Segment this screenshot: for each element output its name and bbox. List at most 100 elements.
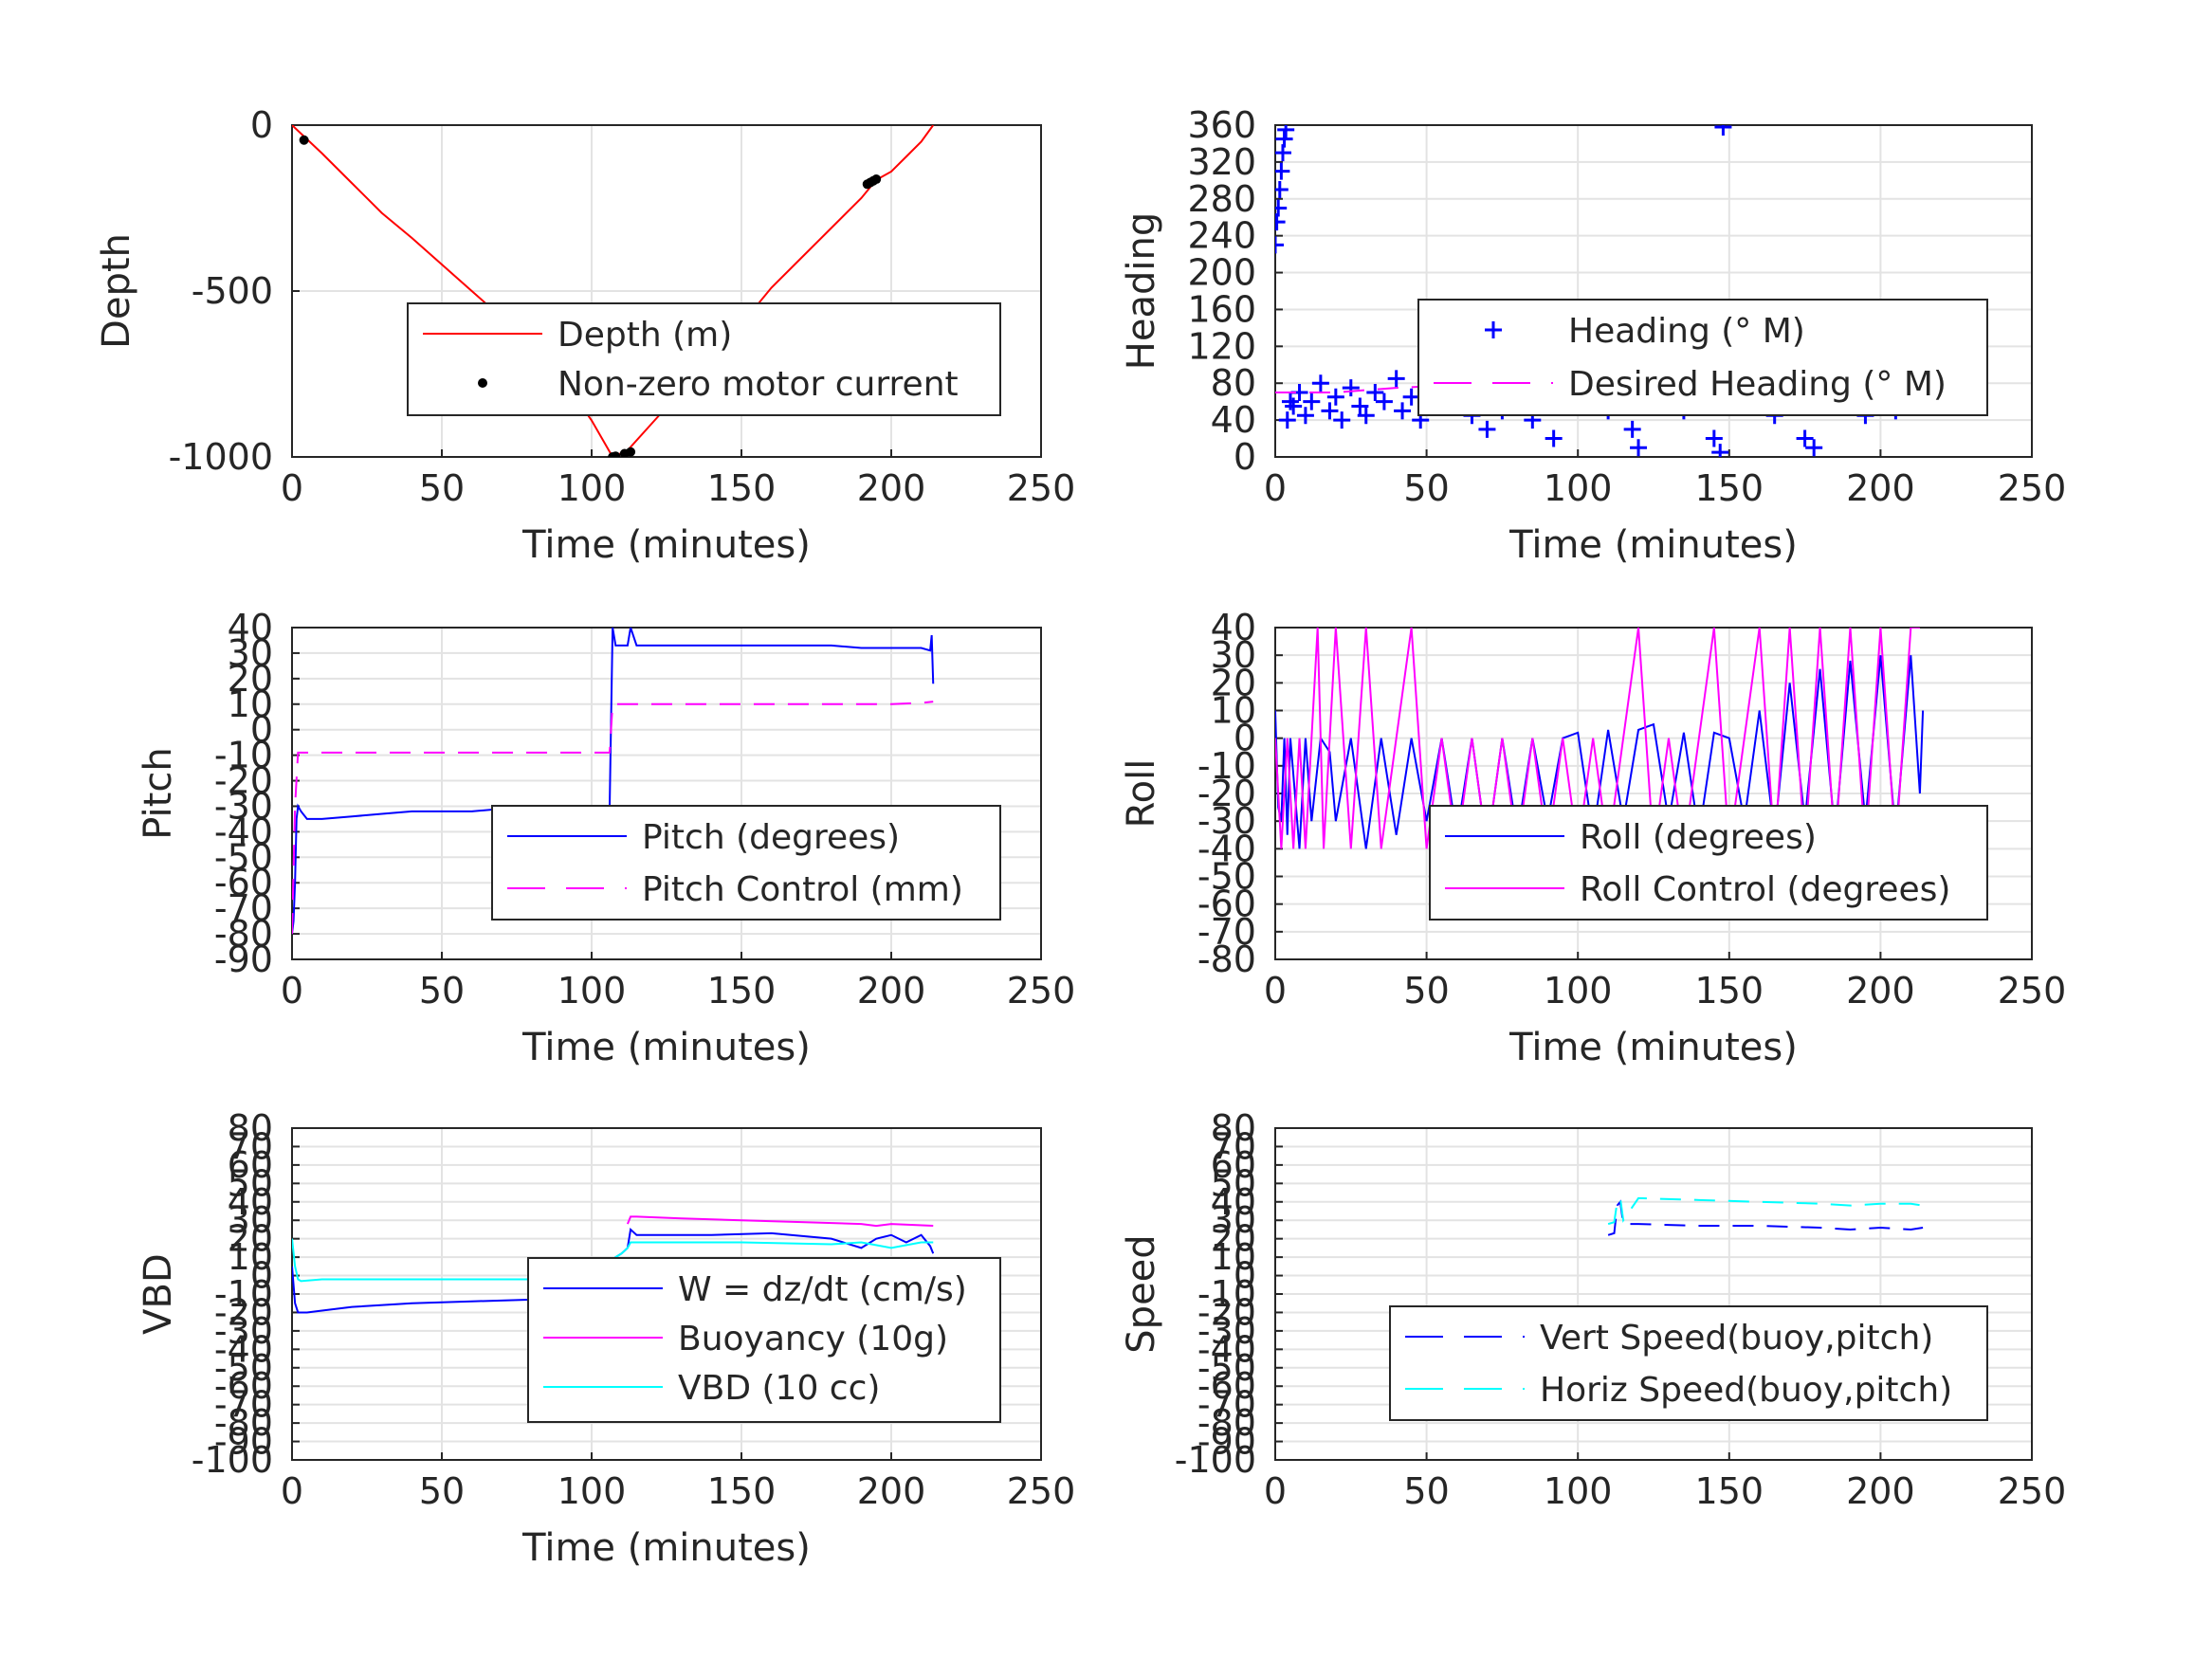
y-tick-label: 30 bbox=[228, 1199, 273, 1241]
x-tick-label: 50 bbox=[419, 970, 465, 1012]
x-tick-label: 100 bbox=[558, 1470, 627, 1512]
axes-box bbox=[1274, 124, 2033, 458]
y-tick-label: -90 bbox=[214, 1421, 273, 1463]
y-tick-label: 360 bbox=[1187, 104, 1256, 146]
data-point bbox=[1275, 213, 1286, 231]
y-tick-label: -20 bbox=[214, 1291, 273, 1333]
x-tick-label: 50 bbox=[419, 1470, 465, 1512]
legend-box bbox=[407, 302, 1001, 416]
x-tick-label: 250 bbox=[1998, 1470, 2067, 1512]
y-tick-label: -80 bbox=[1197, 939, 1256, 980]
legend-box bbox=[1417, 299, 1988, 416]
y-tick-label: 120 bbox=[1187, 325, 1256, 367]
x-tick-label: 0 bbox=[1264, 467, 1287, 509]
y-tick-label: 20 bbox=[1211, 1218, 1256, 1260]
data-point bbox=[1275, 199, 1288, 217]
y-tick-label: -20 bbox=[1197, 1291, 1256, 1333]
y-tick-label: -20 bbox=[1197, 773, 1256, 814]
x-tick-label: 200 bbox=[1846, 1470, 1915, 1512]
series-line-2 bbox=[292, 1238, 934, 1283]
legend-swatch bbox=[1485, 321, 1502, 338]
data-point bbox=[1796, 429, 1814, 447]
y-tick-label: -30 bbox=[1197, 1310, 1256, 1352]
y-tick-label: -90 bbox=[214, 939, 273, 980]
x-tick-label: 100 bbox=[1544, 467, 1613, 509]
x-tick-label: 0 bbox=[281, 467, 303, 509]
data-point bbox=[1303, 392, 1321, 410]
data-point bbox=[1277, 125, 1295, 138]
data-point bbox=[611, 451, 621, 457]
legend-entry: Desired Heading (° M) bbox=[1568, 365, 1947, 404]
y-axis-label: Speed bbox=[1120, 1234, 1163, 1353]
x-tick-label: 250 bbox=[1998, 467, 2067, 509]
y-tick-label: 60 bbox=[1211, 1144, 1256, 1186]
series-line-1 bbox=[1607, 1195, 1924, 1226]
panel-pitch: 0 50 100 150 200 250-90-80-70-60-50-40-30-20-… bbox=[137, 607, 1075, 1069]
legend-entry: Vert Speed(buoy,pitch) bbox=[1540, 1319, 1933, 1358]
y-tick-label: 50 bbox=[228, 1162, 273, 1204]
x-tick-label: 200 bbox=[857, 467, 926, 509]
data-point bbox=[1342, 379, 1360, 397]
data-point bbox=[1357, 407, 1375, 425]
panel-depth: 0 50 100 150 200 250 -1000 -500 0 Time (minutes) D… bbox=[95, 104, 1075, 567]
x-tick-label: 150 bbox=[707, 467, 777, 509]
series-line-1 bbox=[626, 1215, 934, 1228]
data-point bbox=[1366, 383, 1384, 401]
y-tick-label: -70 bbox=[214, 887, 273, 929]
y-tick-label: -60 bbox=[1197, 884, 1256, 925]
legend-entry: Pitch Control (mm) bbox=[642, 870, 963, 909]
y-tick-label: -50 bbox=[1197, 856, 1256, 898]
y-axis-label: Pitch bbox=[137, 747, 180, 839]
data-point bbox=[1275, 144, 1291, 162]
data-point bbox=[1351, 397, 1369, 415]
legend: Vert Speed(buoy,pitch) Horiz Speed(buoy,p… bbox=[1389, 1305, 1988, 1421]
y-tick-label: 240 bbox=[1187, 215, 1256, 257]
y-tick-label: -70 bbox=[1197, 911, 1256, 953]
legend-entry: Horiz Speed(buoy,pitch) bbox=[1540, 1371, 1952, 1410]
y-tick-label: 40 bbox=[1211, 399, 1256, 441]
y-tick-label: 80 bbox=[1211, 362, 1256, 404]
x-tick-label: 50 bbox=[1403, 467, 1449, 509]
y-axis-label: Roll bbox=[1120, 759, 1163, 829]
y-tick-label: -70 bbox=[214, 1384, 273, 1426]
y-tick-label: 10 bbox=[1211, 690, 1256, 732]
data-point bbox=[1333, 411, 1351, 429]
x-tick-label: 50 bbox=[419, 467, 465, 509]
series-line-1 bbox=[292, 701, 934, 935]
y-axis-label: Depth bbox=[95, 233, 138, 349]
x-tick-label: 100 bbox=[558, 970, 627, 1012]
x-tick-label: 50 bbox=[1403, 970, 1449, 1012]
y-tick-label: 40 bbox=[228, 607, 273, 648]
y-tick-label: 0 bbox=[250, 104, 273, 146]
x-tick-label: 0 bbox=[1264, 970, 1287, 1012]
y-tick-label: -30 bbox=[1197, 800, 1256, 842]
x-tick-label: 250 bbox=[1007, 970, 1076, 1012]
legend-entry: Heading (° M) bbox=[1568, 312, 1805, 351]
y-tick-label: 20 bbox=[228, 658, 273, 700]
y-tick-label: 30 bbox=[228, 632, 273, 674]
x-tick-label: 200 bbox=[1846, 970, 1915, 1012]
y-tick-label: -100 bbox=[192, 1439, 273, 1481]
x-tick-label: 100 bbox=[1544, 1470, 1613, 1512]
y-tick-label: -50 bbox=[1197, 1347, 1256, 1389]
data-point bbox=[1296, 407, 1314, 425]
x-tick-label: 200 bbox=[857, 1470, 926, 1512]
x-tick-label: 150 bbox=[707, 970, 777, 1012]
y-tick-label: -80 bbox=[214, 1402, 273, 1444]
x-tick-label: 0 bbox=[1264, 1470, 1287, 1512]
y-tick-label: -70 bbox=[1197, 1384, 1256, 1426]
x-tick-label: 100 bbox=[1544, 970, 1613, 1012]
y-tick-label: -1000 bbox=[169, 436, 273, 478]
data-layer bbox=[292, 628, 935, 935]
y-tick-label: 30 bbox=[1211, 634, 1256, 676]
x-tick-label: 250 bbox=[1998, 970, 2067, 1012]
y-tick-label: 10 bbox=[228, 684, 273, 725]
data-point bbox=[1630, 439, 1648, 457]
y-tick-label: 280 bbox=[1187, 178, 1256, 220]
y-tick-label: -10 bbox=[214, 1273, 273, 1315]
data-point bbox=[1275, 236, 1284, 254]
legend-entry: Non-zero motor current bbox=[558, 365, 959, 404]
y-tick-label: 0 bbox=[1234, 436, 1256, 478]
data-point bbox=[1711, 444, 1729, 457]
data-point bbox=[1375, 392, 1393, 410]
